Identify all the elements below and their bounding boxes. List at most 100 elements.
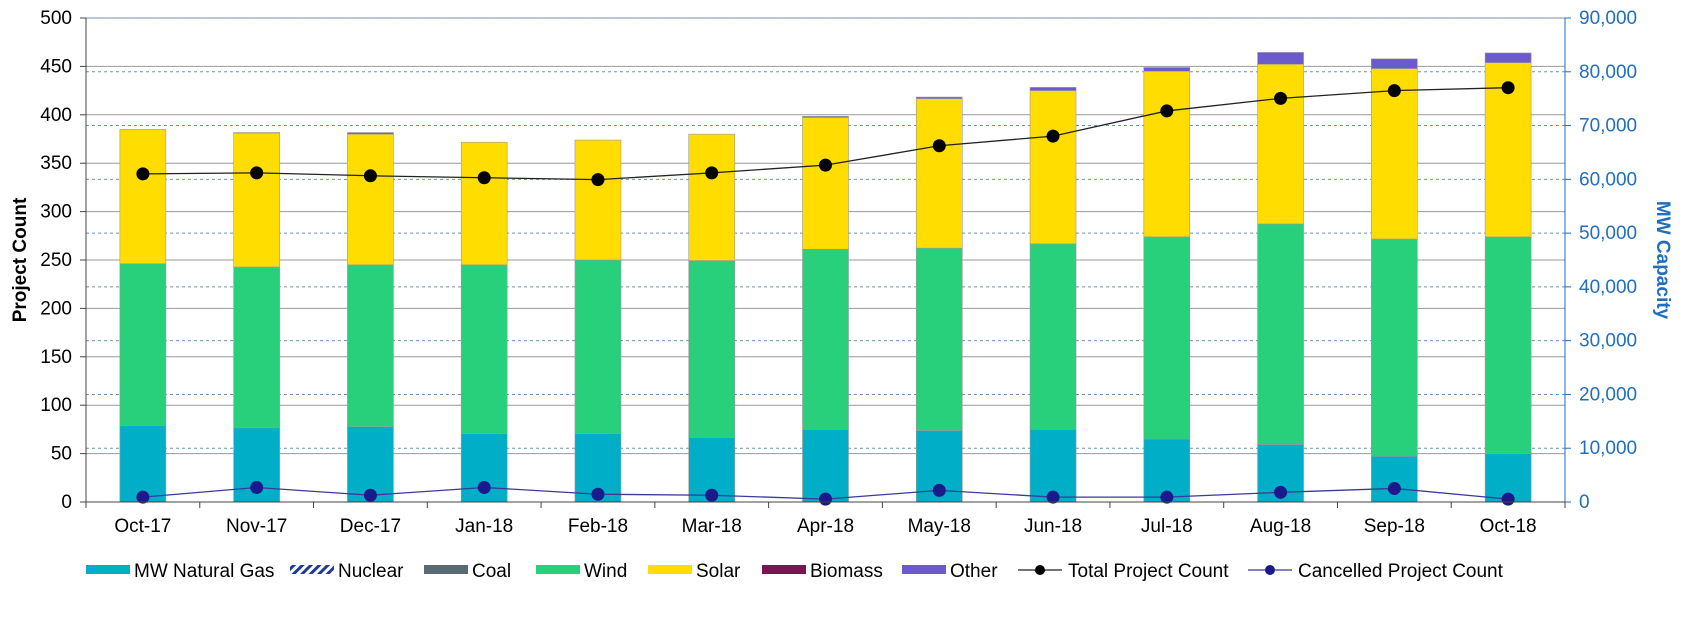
- legend-swatch-wind: [536, 565, 580, 574]
- bar-solar: [1257, 63, 1304, 225]
- left-tick-label: 100: [40, 395, 72, 416]
- cancelled-project-count-point: [1501, 492, 1515, 506]
- bar-wind: [1143, 236, 1191, 440]
- bar-mw-natural-gas: [1371, 455, 1418, 503]
- bar-wind: [688, 260, 736, 438]
- bar-solar: [460, 141, 508, 266]
- total-project-count-point: [1046, 129, 1060, 143]
- bar-wind: [1257, 223, 1304, 445]
- right-tick-label: 90,000: [1579, 8, 1637, 29]
- x-tick-label: Dec-17: [340, 516, 401, 537]
- total-project-count-point: [1160, 104, 1174, 118]
- total-project-count-point: [1274, 91, 1288, 105]
- cancelled-project-count-point: [1387, 481, 1401, 495]
- legend-swatch-mw-natural-gas: [86, 565, 130, 574]
- line-layer: [136, 81, 1515, 506]
- bar-other: [1143, 67, 1191, 72]
- right-tick-label: 20,000: [1579, 384, 1637, 405]
- x-tick-label: Aug-18: [1250, 516, 1311, 537]
- left-tick-label: 500: [40, 8, 72, 29]
- bar-other: [915, 96, 963, 99]
- bar-wind: [347, 264, 394, 428]
- bar-wind: [1029, 243, 1077, 430]
- total-project-count-point: [477, 171, 491, 185]
- bar-solar: [688, 133, 736, 261]
- total-project-count-point: [136, 167, 150, 181]
- cancelled-project-count-point: [136, 490, 150, 504]
- cancelled-project-count-point: [705, 488, 719, 502]
- bar-solar: [802, 117, 849, 250]
- x-tick-label: Oct-17: [114, 516, 171, 537]
- x-tick-label: May-18: [908, 516, 971, 537]
- legend-label-other: Other: [950, 561, 998, 582]
- bar-mw-natural-gas: [802, 429, 849, 503]
- bar-solar: [233, 132, 280, 268]
- bar-wind: [460, 264, 508, 435]
- x-tick-label: Apr-18: [797, 516, 854, 537]
- left-tick-label: 50: [51, 444, 72, 465]
- left-tick-label: 150: [40, 347, 72, 368]
- total-project-count-point: [1501, 81, 1515, 95]
- legend-label-wind: Wind: [584, 561, 627, 582]
- cancelled-project-count-point: [1274, 485, 1288, 499]
- bar-wind: [1371, 238, 1418, 457]
- total-project-count-point: [250, 166, 264, 180]
- cancelled-project-count-point: [932, 483, 946, 497]
- bar-solar: [574, 139, 622, 261]
- right-tick-label: 70,000: [1579, 116, 1637, 137]
- right-axis-title: MW Capacity: [1652, 201, 1673, 320]
- right-tick-label: 30,000: [1579, 331, 1637, 352]
- x-tick-label: Nov-17: [226, 516, 287, 537]
- cancelled-project-count-point: [1046, 490, 1060, 504]
- total-project-count-point: [705, 166, 719, 180]
- cancelled-project-count-point: [591, 487, 605, 501]
- legend-label-solar: Solar: [696, 561, 741, 582]
- left-axis-title: Project Count: [10, 197, 31, 322]
- bar-other: [1484, 52, 1532, 63]
- bar-other: [347, 132, 394, 135]
- legend-label-cancelled-project-count: Cancelled Project Count: [1298, 561, 1504, 582]
- bar-wind: [802, 248, 849, 430]
- bar-mw-natural-gas: [1029, 429, 1077, 503]
- bar-wind: [1484, 236, 1532, 454]
- legend-label-coal: Coal: [472, 561, 511, 582]
- legend-label-nuclear: Nuclear: [338, 561, 404, 582]
- legend-swatch-other: [902, 565, 946, 574]
- left-tick-label: 300: [40, 202, 72, 223]
- left-tick-label: 400: [40, 105, 72, 126]
- total-project-count-point: [1387, 84, 1401, 98]
- bar-solar: [1143, 70, 1191, 238]
- bar-solar: [915, 98, 963, 249]
- axis-layer: 0 50 100 150 200 250 300 350 400 450 500 0 10,000 20,…: [10, 8, 1673, 537]
- cancelled-project-count-point: [250, 480, 264, 494]
- legend-marker-total-project-count: [1035, 565, 1045, 575]
- bar-layer: [119, 52, 1532, 503]
- bar-other: [802, 116, 849, 118]
- bar-wind: [574, 259, 622, 435]
- legend-swatch-coal: [424, 565, 468, 574]
- cancelled-project-count-point: [1160, 490, 1174, 504]
- x-tick-label: Mar-18: [682, 516, 742, 537]
- bar-wind: [233, 266, 280, 429]
- x-tick-label: Jan-18: [455, 516, 513, 537]
- right-tick-label: 10,000: [1579, 438, 1637, 459]
- legend-label-mw-natural-gas: MW Natural Gas: [134, 561, 274, 582]
- bar-mw-natural-gas: [119, 425, 167, 503]
- total-project-count-point: [932, 139, 946, 153]
- left-tick-label: 450: [40, 56, 72, 77]
- x-tick-label: Jul-18: [1141, 516, 1193, 537]
- right-tick-label: 0: [1579, 492, 1590, 513]
- total-project-count-point: [591, 173, 605, 187]
- bar-other: [1257, 52, 1304, 65]
- legend-label-total-project-count: Total Project Count: [1068, 561, 1229, 582]
- bar-other: [1029, 87, 1077, 91]
- legend: MW Natural Gas Nuclear Coal Wind Solar Biomas…: [86, 561, 1504, 582]
- bar-solar: [347, 133, 394, 266]
- x-tick-label: Feb-18: [568, 516, 628, 537]
- bar-wind: [119, 263, 167, 426]
- cancelled-project-count-point: [477, 480, 491, 494]
- right-tick-label: 80,000: [1579, 62, 1637, 83]
- legend-swatch-biomass: [762, 565, 806, 574]
- total-project-count-point: [819, 158, 832, 172]
